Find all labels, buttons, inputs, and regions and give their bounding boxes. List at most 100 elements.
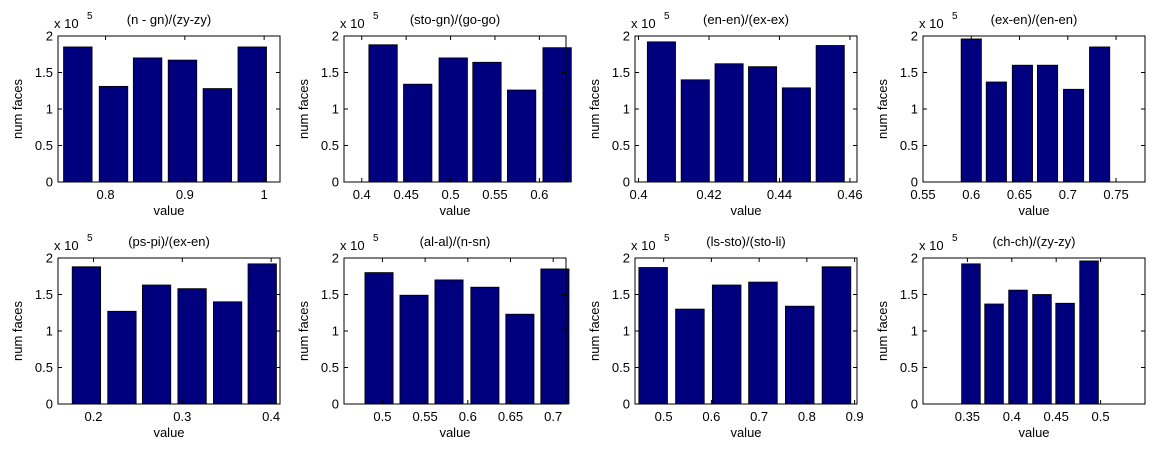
y-multiplier: x 10 — [340, 16, 365, 31]
histogram-bar — [1055, 302, 1075, 405]
y-multiplier-exponent: 5 — [87, 11, 93, 22]
y-axis-label: num faces — [587, 301, 602, 361]
histogram-bar — [1063, 88, 1085, 183]
subplot: 0.4 0.42 0.44 0.46 0 0.5 1 1.5 2x 10 5 (en-en)/(ex… — [587, 11, 863, 218]
y-tick-label: 0.5 — [35, 360, 53, 375]
histogram-bar — [438, 57, 468, 183]
histogram-bar — [675, 308, 705, 405]
histogram-bar — [399, 294, 429, 405]
x-tick-label: 0.5 — [655, 409, 673, 424]
subplot: 0.8 0.9 1 0 0.5 1 1.5 2x 10 5 (n - gn)/(zy-zy) val… — [10, 11, 281, 218]
x-tick-label: 0.4 — [353, 187, 371, 202]
histogram-bar — [368, 44, 398, 183]
y-multiplier: x 10 — [919, 238, 944, 253]
y-multiplier: x 10 — [54, 238, 79, 253]
y-tick-label: 0 — [911, 397, 918, 412]
y-tick-label: 0.5 — [900, 360, 918, 375]
x-tick-label: 0.55 — [910, 187, 935, 202]
y-axis-label: num faces — [10, 79, 25, 139]
y-tick-label: 0 — [332, 175, 339, 190]
plot-area — [923, 36, 1145, 182]
x-tick-label: 0.6 — [530, 187, 548, 202]
y-tick-label: 1 — [623, 102, 630, 117]
x-tick-label: 0.6 — [459, 409, 477, 424]
subplot: 0.2 0.3 0.4 0 0.5 1 1.5 2x 10 5 (ps-pi)/(ex-en) va… — [10, 233, 281, 440]
y-multiplier: x 10 — [631, 16, 656, 31]
x-tick-label: 0.4 — [629, 187, 647, 202]
y-tick-label: 1.5 — [35, 65, 53, 80]
subplot: 0.5 0.55 0.6 0.65 0.7 0 0.5 1 1.5 2x 10 5 (al-al)/(… — [296, 233, 570, 440]
y-multiplier-exponent: 5 — [664, 233, 670, 244]
histogram-bar — [364, 272, 394, 405]
x-tick-label: 0.2 — [84, 409, 102, 424]
histogram-bar — [815, 45, 845, 183]
histogram-bar — [237, 46, 267, 183]
y-tick-label: 2 — [623, 29, 630, 44]
histogram-bar — [542, 47, 572, 183]
histogram-bar — [506, 89, 537, 183]
histogram-bar — [71, 266, 102, 405]
y-multiplier: x 10 — [340, 238, 365, 253]
y-tick-label: 0.5 — [321, 360, 339, 375]
histogram-bar — [984, 303, 1004, 405]
y-multiplier: x 10 — [54, 16, 79, 31]
x-tick-label: 0.42 — [696, 187, 721, 202]
y-tick-label: 1 — [332, 324, 339, 339]
x-axis-label: value — [730, 203, 761, 218]
y-tick-label: 0 — [332, 397, 339, 412]
subplot-title: (n - gn)/(zy-zy) — [127, 12, 212, 27]
histogram-bar — [98, 85, 129, 183]
histogram-bar — [1008, 289, 1028, 405]
subplot-title: (ch-ch)/(zy-zy) — [992, 234, 1075, 249]
subplot-title: (ls-sto)/(sto-li) — [706, 234, 785, 249]
y-multiplier-exponent: 5 — [373, 233, 379, 244]
y-multiplier: x 10 — [631, 238, 656, 253]
y-tick-label: 0 — [46, 175, 53, 190]
histogram-bar — [711, 284, 742, 405]
x-axis-label: value — [153, 203, 184, 218]
subplot: 0.55 0.6 0.65 0.7 0.75 0 0.5 1 1.5 2x 10 5 (ex-en)/… — [875, 11, 1146, 218]
x-tick-label: 0.46 — [837, 187, 862, 202]
x-tick-label: 0.75 — [1103, 187, 1128, 202]
x-tick-label: 0.65 — [1007, 187, 1032, 202]
x-tick-label: 0.55 — [412, 409, 437, 424]
y-tick-label: 1 — [46, 324, 53, 339]
y-tick-label: 0.5 — [321, 138, 339, 153]
y-tick-label: 0 — [623, 175, 630, 190]
y-tick-label: 0.5 — [612, 360, 630, 375]
y-tick-label: 1.5 — [900, 65, 918, 80]
histogram-bar — [141, 284, 172, 405]
histogram-bar — [212, 301, 243, 405]
histogram-bar — [748, 281, 778, 405]
y-tick-label: 1.5 — [900, 287, 918, 302]
histogram-bar — [680, 79, 710, 183]
histogram-bar — [403, 83, 433, 183]
y-axis-label: num faces — [10, 301, 25, 361]
y-multiplier-exponent: 5 — [373, 11, 379, 22]
x-tick-label: 0.7 — [750, 409, 768, 424]
x-axis-label: value — [153, 425, 184, 440]
x-tick-label: 0.55 — [482, 187, 507, 202]
histogram-bar — [202, 88, 233, 183]
y-tick-label: 0 — [46, 397, 53, 412]
histogram-bar — [505, 313, 535, 405]
x-tick-label: 0.44 — [767, 187, 792, 202]
y-tick-label: 0.5 — [35, 138, 53, 153]
y-tick-label: 1.5 — [321, 65, 339, 80]
histogram-bar — [1036, 64, 1059, 183]
histogram-bar — [177, 288, 207, 405]
histogram-bar — [472, 61, 502, 183]
y-tick-label: 2 — [911, 251, 918, 266]
histogram-bar — [434, 279, 464, 405]
x-axis-label: value — [1018, 425, 1049, 440]
histogram-bar — [638, 267, 668, 405]
x-tick-label: 0.6 — [962, 187, 980, 202]
x-tick-label: 0.45 — [1044, 409, 1069, 424]
y-tick-label: 2 — [623, 251, 630, 266]
histogram-bar — [1032, 294, 1052, 405]
y-tick-label: 2 — [332, 251, 339, 266]
x-tick-label: 0.7 — [1059, 187, 1077, 202]
y-tick-label: 1 — [911, 102, 918, 117]
histogram-bar — [985, 81, 1007, 183]
